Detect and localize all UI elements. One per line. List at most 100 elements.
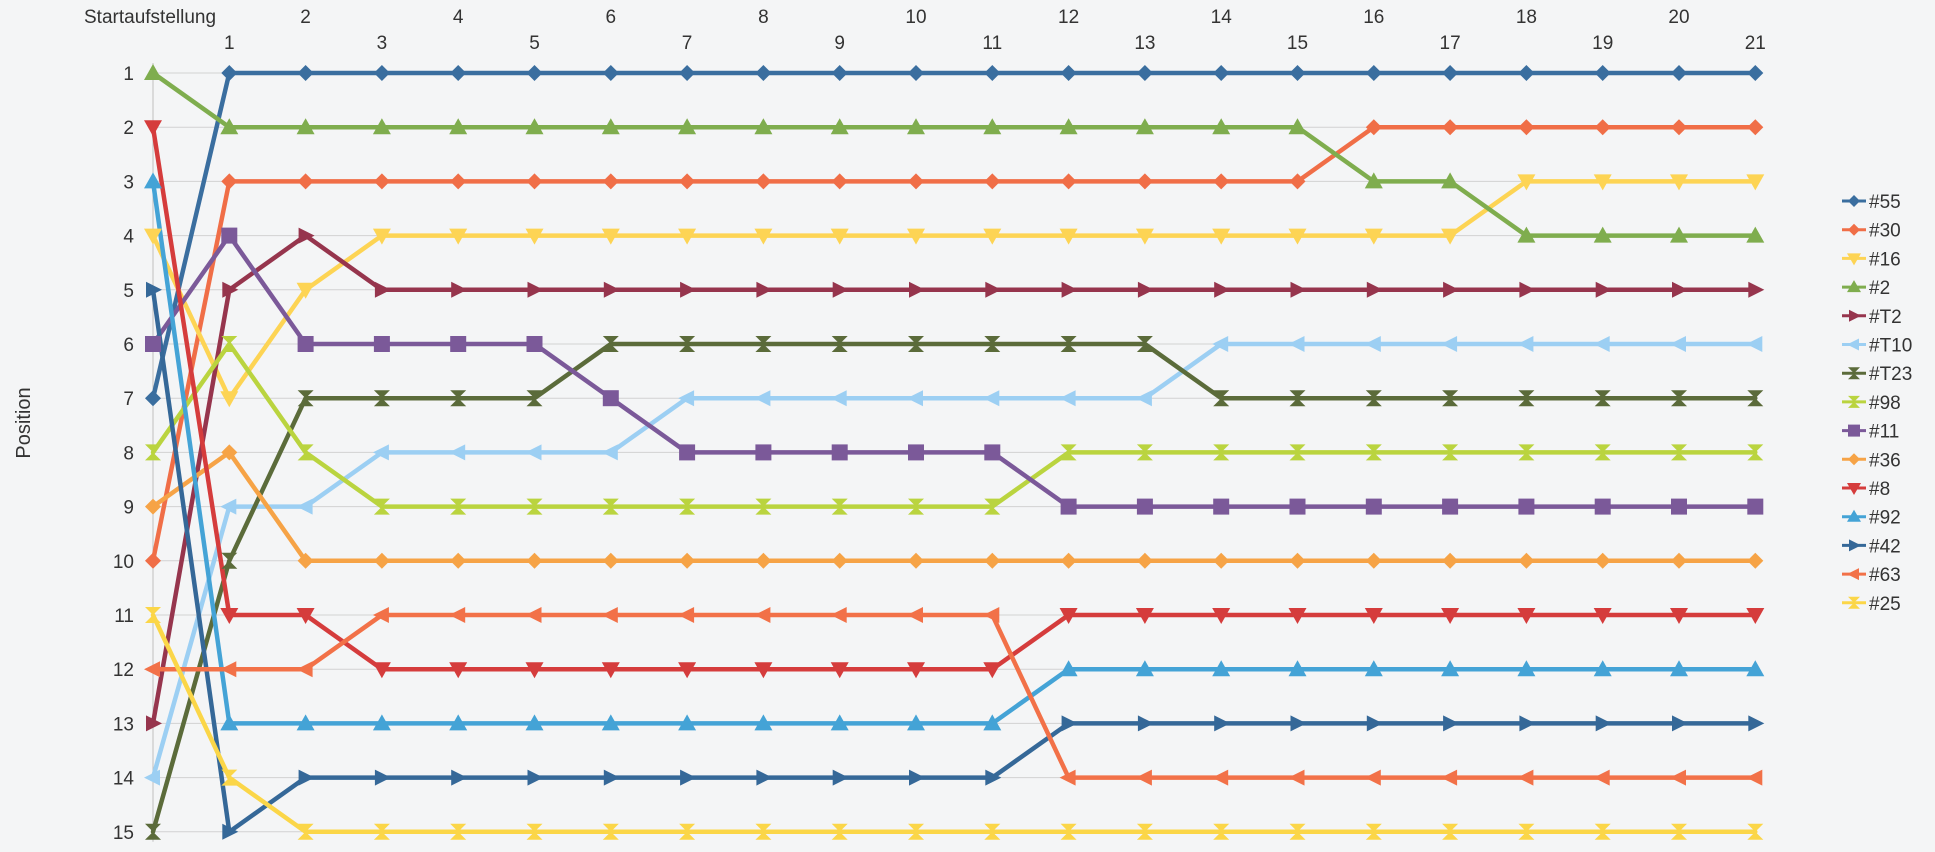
- data-point-98: [1518, 444, 1535, 461]
- data-point-92: [983, 714, 1002, 731]
- data-point-30: [297, 173, 314, 190]
- data-point-30: [908, 173, 924, 190]
- data-point-25: [679, 823, 696, 840]
- data-point-2: [983, 118, 1002, 135]
- data-point-55: [679, 65, 696, 81]
- data-point-2: [296, 118, 315, 135]
- data-point-16: [1746, 174, 1765, 191]
- data-point-t23: [831, 336, 848, 352]
- data-point-92: [525, 714, 544, 731]
- data-point-8: [449, 662, 468, 679]
- data-point-42: [832, 769, 849, 786]
- data-point-11: [602, 390, 619, 407]
- data-point-98: [1289, 444, 1306, 461]
- data-point-t23: [1060, 336, 1077, 352]
- legend-item-63: #63: [1842, 565, 1901, 586]
- data-point-t10: [830, 390, 847, 407]
- y-tick-label: 15: [113, 823, 134, 844]
- data-point-42: [756, 769, 773, 786]
- data-point-36: [221, 444, 238, 461]
- data-point-25: [1060, 823, 1077, 840]
- y-tick-label: 9: [123, 498, 134, 519]
- data-point-63: [1135, 769, 1152, 786]
- data-point-92: [449, 714, 468, 731]
- data-point-98: [679, 498, 696, 515]
- y-tick-label: 14: [113, 769, 135, 790]
- data-point-42: [374, 769, 391, 786]
- data-point-30: [1213, 173, 1230, 190]
- data-point-55: [1365, 65, 1382, 81]
- data-point-92: [678, 714, 697, 731]
- data-point-92: [1670, 660, 1688, 677]
- data-point-63: [1441, 769, 1458, 786]
- data-point-25: [297, 823, 314, 840]
- legend-label: #2: [1869, 278, 1890, 299]
- data-point-2: [1670, 226, 1688, 243]
- data-point-30: [1747, 119, 1764, 136]
- data-point-2: [1288, 118, 1307, 135]
- data-point-t23: [1365, 390, 1382, 407]
- data-point-36: [297, 552, 314, 569]
- data-point-8: [1212, 608, 1231, 624]
- series-line-t2: [150, 233, 1758, 726]
- data-point-t10: [449, 444, 466, 461]
- data-point-98: [755, 498, 772, 515]
- data-point-63: [1517, 769, 1534, 786]
- data-point-30: [1136, 173, 1153, 190]
- data-point-16: [220, 391, 239, 408]
- y-tick-label: 10: [113, 552, 134, 573]
- data-point-8: [1517, 608, 1536, 624]
- data-point-92: [907, 714, 925, 731]
- data-point-55: [297, 65, 314, 81]
- data-point-98: [984, 498, 1001, 515]
- data-point-63: [525, 607, 542, 623]
- data-point-2: [1517, 226, 1536, 243]
- data-point-t2: [985, 281, 1002, 298]
- data-point-25: [602, 823, 619, 840]
- data-point-t23: [908, 336, 924, 352]
- data-point-8: [1135, 608, 1154, 624]
- data-point-30: [450, 173, 467, 190]
- data-point-30: [984, 173, 1001, 190]
- data-point-8: [220, 608, 239, 624]
- data-point-t23: [1594, 390, 1611, 407]
- data-point-98: [1213, 444, 1230, 461]
- data-point-42: [146, 281, 162, 298]
- data-point-42: [1443, 715, 1460, 732]
- data-point-8: [372, 662, 391, 679]
- data-point-30: [526, 173, 543, 190]
- x-tick-label: 11: [982, 33, 1002, 54]
- legend-label: #36: [1869, 450, 1901, 471]
- data-point-t10: [296, 498, 313, 515]
- x-tick-label: 14: [1211, 7, 1233, 28]
- data-point-63: [1746, 769, 1763, 786]
- data-point-25: [1442, 823, 1459, 840]
- legend-item-55: #55: [1842, 192, 1901, 213]
- data-point-30: [755, 173, 772, 190]
- data-point-98: [297, 444, 314, 461]
- data-point-16: [983, 228, 1002, 245]
- legend-item-42: #42: [1842, 536, 1901, 557]
- data-point-8: [754, 662, 773, 679]
- data-point-36: [1671, 552, 1687, 569]
- data-point-t2: [1672, 281, 1688, 298]
- data-point-63: [144, 661, 160, 678]
- data-point-t23: [602, 336, 619, 352]
- legend-label: #T2: [1869, 307, 1902, 328]
- data-point-16: [601, 228, 620, 245]
- data-point-2: [601, 118, 620, 135]
- data-point-98: [145, 444, 161, 461]
- data-point-55: [1671, 65, 1687, 81]
- x-tick-label: 15: [1287, 33, 1308, 54]
- data-point-36: [984, 552, 1001, 569]
- legend-item-2: #2: [1842, 278, 1890, 299]
- x-tick-label: 7: [682, 33, 693, 54]
- data-point-2: [678, 118, 697, 135]
- data-point-55: [1747, 65, 1764, 81]
- data-point-11: [831, 444, 848, 461]
- legend-label: #55: [1869, 192, 1901, 213]
- data-point-55: [221, 65, 238, 81]
- data-point-98: [1671, 444, 1687, 461]
- data-point-92: [220, 714, 239, 731]
